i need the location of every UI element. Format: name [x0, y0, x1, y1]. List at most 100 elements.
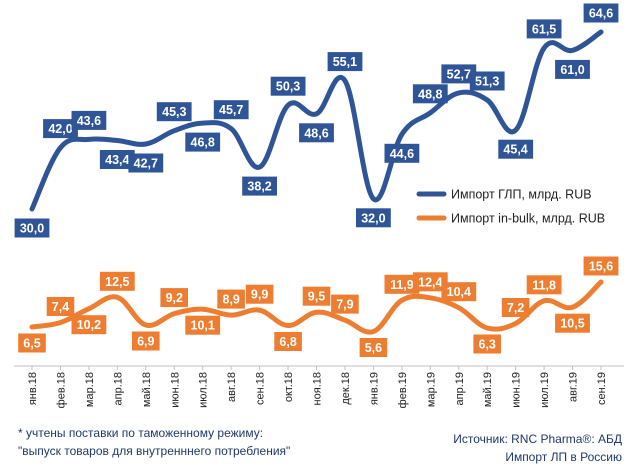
data-label-box [441, 64, 477, 84]
data-label-text: 46,8 [191, 136, 215, 150]
x-tick-label: июл.19 [539, 372, 551, 408]
x-tick-label: апр.19 [454, 372, 466, 405]
data-label-text: 64,6 [589, 7, 613, 21]
data-label: 46,8 [185, 132, 221, 152]
legend-label: Импорт in-bulk, млрд. RUB [451, 212, 605, 226]
data-label: 6,3 [473, 334, 501, 354]
data-label-box [160, 288, 188, 308]
data-label-box [132, 331, 160, 351]
x-tick-label: май.19 [482, 372, 494, 407]
data-label-text: 61,0 [560, 63, 584, 77]
data-label-text: 52,7 [447, 67, 471, 81]
data-label-text: 6,5 [23, 337, 40, 351]
data-label: 10,4 [441, 282, 477, 302]
data-label: 11,8 [526, 275, 562, 295]
data-label-text: 11,9 [390, 278, 414, 292]
x-tick-label: май.18 [141, 372, 153, 407]
data-label-box [245, 284, 274, 304]
data-label-text: 7,9 [336, 298, 353, 312]
legend-label: Импорт ГЛП, млрд. RUB [451, 188, 592, 202]
data-label: 7,2 [501, 298, 530, 317]
data-label: 11,9 [384, 274, 420, 294]
data-label: 64,6 [583, 3, 619, 23]
data-label-box [331, 294, 359, 314]
data-label: 6,8 [274, 332, 302, 351]
data-label: 10,5 [555, 313, 590, 333]
data-label-box [14, 218, 50, 238]
x-tick-label: июн.19 [511, 372, 523, 408]
data-label-text: 32,0 [361, 211, 385, 225]
legend: Импорт ГЛП, млрд. RUB Импорт in-bulk, млр… [416, 188, 605, 226]
data-label-text: 6,9 [137, 335, 154, 349]
data-label-text: 10,1 [191, 319, 215, 333]
x-axis: янв.18 фев.18 мар.18 апр.18 май.18 июн.18 июл.… [14, 365, 624, 408]
data-label-box [99, 271, 135, 291]
data-label-box [46, 297, 75, 316]
data-label: 43,4 [99, 150, 135, 169]
data-label: 48,8 [412, 84, 448, 104]
data-label-box [526, 275, 562, 295]
footnote-line-2: "выпуск товаров для внутренннего потребл… [18, 444, 291, 458]
x-tick-label: фев.19 [397, 372, 409, 408]
series-lines [29, 29, 604, 335]
x-tick-label: авг.18 [226, 372, 238, 402]
data-label: 12,4 [412, 272, 448, 292]
x-tick-label: мар.19 [425, 372, 437, 407]
data-label: 52,7 [441, 64, 477, 84]
data-label: 43,6 [71, 110, 107, 130]
data-label-text: 9,9 [251, 288, 268, 302]
data-label-box [384, 274, 420, 294]
data-label-text: 12,4 [418, 275, 442, 289]
data-label-text: 43,6 [77, 114, 101, 128]
data-label-box [185, 315, 221, 335]
data-label-text: 45,4 [503, 143, 527, 157]
data-label-text: 7,4 [52, 300, 69, 314]
data-label-box [384, 143, 420, 163]
data-label-text: 44,6 [390, 147, 414, 161]
data-label-box [242, 176, 277, 196]
data-label: 45,4 [498, 139, 534, 159]
data-label: 8,9 [217, 289, 245, 309]
data-label: 7,4 [46, 297, 75, 316]
data-label: 61,0 [555, 59, 590, 79]
data-label: 10,2 [71, 315, 107, 335]
data-label: 15,6 [583, 256, 619, 276]
data-label-box [274, 332, 302, 351]
data-label-box [43, 119, 78, 139]
data-label-text: 6,8 [279, 335, 296, 349]
data-label-box [583, 3, 619, 23]
data-label-box [555, 59, 590, 79]
data-label-box [71, 315, 107, 335]
data-label: 50,3 [270, 76, 306, 96]
data-label-text: 15,6 [589, 260, 613, 274]
x-tick-label: июл.18 [198, 372, 210, 408]
data-label-text: 11,8 [532, 278, 556, 292]
legend-item-1: Импорт ГЛП, млрд. RUB [416, 188, 592, 202]
data-label-box [356, 208, 391, 228]
data-label-text: 7,2 [507, 301, 524, 315]
data-label: 42,7 [128, 153, 164, 173]
data-label-box [473, 334, 501, 354]
data-label-box [498, 139, 534, 159]
x-tick-label: мар.18 [84, 372, 96, 407]
data-label-box [217, 289, 245, 309]
data-label: 9,9 [245, 284, 274, 304]
x-tick-label: авг.19 [568, 372, 580, 402]
data-label-text: 5,6 [365, 341, 382, 355]
data-label: 30,0 [14, 218, 50, 238]
data-label-text: 50,3 [276, 80, 300, 94]
data-label-box [156, 102, 192, 122]
data-label-box [526, 19, 562, 39]
data-label-text: 10,5 [560, 317, 584, 331]
data-label-text: 12,5 [105, 275, 129, 289]
x-tick-label: янв.18 [27, 372, 39, 405]
data-label-box [583, 256, 619, 276]
data-label-text: 30,0 [20, 222, 44, 236]
data-label: 55,1 [327, 52, 363, 72]
data-label: 38,2 [242, 176, 277, 196]
footnote-line-1: * учтены поставки по таможенному режиму: [18, 426, 264, 440]
data-label-box [128, 153, 164, 173]
data-label: 6,9 [132, 331, 160, 351]
data-label-text: 61,5 [532, 22, 556, 36]
